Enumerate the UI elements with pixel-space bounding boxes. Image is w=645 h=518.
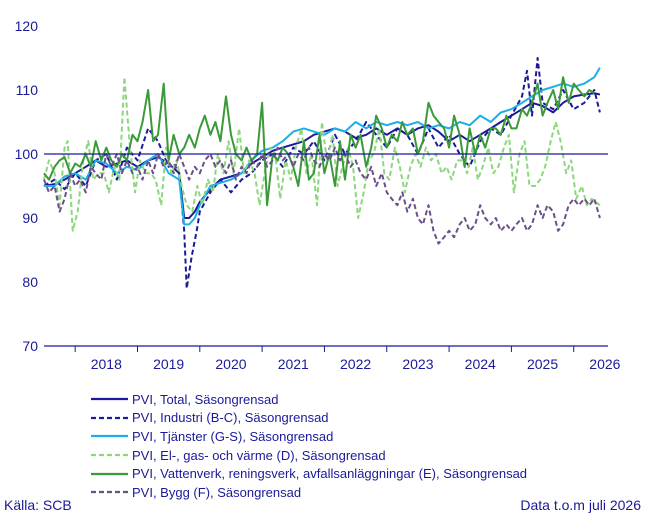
x-tick-label: 2020 xyxy=(215,356,246,372)
x-tick-label: 2022 xyxy=(340,356,371,372)
legend-item: PVI, Bygg (F), Säsongrensad xyxy=(90,483,527,502)
legend-item: PVI, El-, gas- och värme (D), Säsongrens… xyxy=(90,446,527,465)
x-tick-label: 2023 xyxy=(402,356,433,372)
legend-item: PVI, Total, Säsongrensad xyxy=(90,390,527,409)
data-note: Data t.o.m juli 2026 xyxy=(520,497,641,513)
plot-area xyxy=(43,57,601,290)
series-line-5 xyxy=(43,146,601,245)
legend-item: PVI, Industri (B-C), Säsongrensad xyxy=(90,409,527,428)
source-note: Källa: SCB xyxy=(4,497,72,513)
legend-label: PVI, Total, Säsongrensad xyxy=(132,391,279,407)
series-line-4 xyxy=(43,76,595,207)
legend-label: PVI, Vattenverk, reningsverk, avfallsanl… xyxy=(132,466,528,482)
y-axis-ticks: 70 80 90 100 110 120 xyxy=(15,18,39,354)
series-line-1 xyxy=(43,57,601,290)
legend-swatch xyxy=(91,472,128,475)
legend: PVI, Total, Säsongrensad PVI, Industri (B… xyxy=(90,390,527,502)
legend-item: PVI, Vattenverk, reningsverk, avfallsanl… xyxy=(90,464,527,483)
legend-swatch xyxy=(91,398,128,401)
series-line-3 xyxy=(43,76,601,232)
legend-swatch xyxy=(91,453,128,457)
legend-item: PVI, Tjänster (G-S), Säsongrensad xyxy=(90,427,527,446)
y-tick-label: 120 xyxy=(15,18,39,34)
legend-label: PVI, Tjänster (G-S), Säsongrensad xyxy=(132,428,334,444)
y-tick-label: 70 xyxy=(22,338,38,354)
legend-label: PVI, Industri (B-C), Säsongrensad xyxy=(132,410,329,426)
legend-swatch xyxy=(91,435,128,438)
y-tick-label: 80 xyxy=(22,274,38,290)
x-tick-label: 2018 xyxy=(91,356,122,372)
x-tick-label: 2024 xyxy=(465,356,496,372)
legend-swatch xyxy=(91,416,128,419)
y-tick-label: 110 xyxy=(16,82,39,98)
x-tick-label: 2025 xyxy=(527,356,558,372)
x-tick-label: 2019 xyxy=(153,356,184,372)
x-axis-ticks: 2018 2019 2020 2021 2022 2023 2024 2025 2026 xyxy=(74,346,621,372)
legend-label: PVI, Bygg (F), Säsongrensad xyxy=(132,484,302,500)
legend-swatch xyxy=(91,491,128,494)
x-tick-label: 2021 xyxy=(278,356,309,372)
legend-label: PVI, El-, gas- och värme (D), Säsongrens… xyxy=(132,447,386,463)
y-tick-label: 90 xyxy=(22,210,38,226)
y-tick-label: 100 xyxy=(15,146,39,162)
x-tick-label: 2026 xyxy=(589,356,620,372)
series-line-2 xyxy=(44,67,601,226)
